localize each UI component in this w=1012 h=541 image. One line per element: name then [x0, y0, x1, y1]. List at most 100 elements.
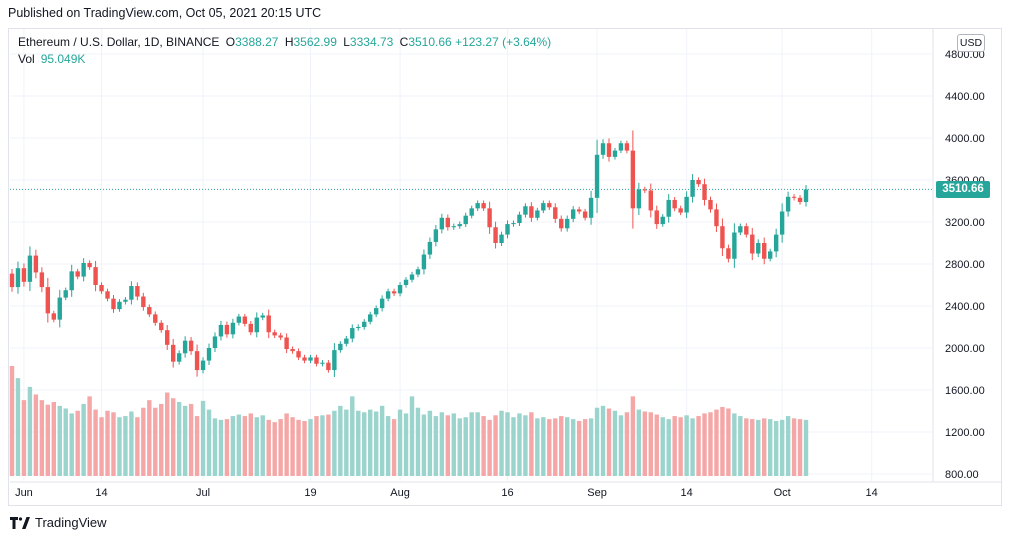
candle-up: [475, 203, 480, 209]
candle-down: [284, 337, 289, 350]
volume-bar: [535, 418, 540, 476]
candle-down: [153, 314, 158, 323]
volume-bar: [642, 411, 648, 476]
time-tick-label: 14: [680, 487, 692, 499]
time-tick-label: 14: [95, 487, 107, 499]
volume-bar: [475, 412, 480, 476]
candle-up: [230, 322, 236, 335]
time-axis: Jun 14 Jul 19 Aug 16 Sep 14 Oct 14: [15, 487, 878, 499]
candle-down: [165, 330, 170, 345]
volume-bar: [517, 413, 522, 476]
volume-bar: [767, 419, 773, 476]
volume-bar: [684, 415, 689, 476]
volume-bar: [409, 396, 415, 476]
volume-bar: [773, 421, 779, 476]
candle-down: [654, 210, 659, 225]
volume-bar: [272, 422, 277, 476]
volume-bar: [547, 419, 552, 476]
price-tick-label: 2400.00: [945, 301, 985, 313]
candle-up: [176, 353, 182, 362]
volume-bar: [666, 419, 671, 476]
candle-up: [499, 234, 504, 243]
volume-bar: [302, 421, 307, 476]
volume-bar: [505, 412, 510, 476]
volume-bar: [9, 366, 15, 476]
volume-value: 95.049K: [40, 52, 86, 66]
candle-down: [553, 207, 558, 219]
volume-bar: [421, 414, 427, 476]
volume-bar: [242, 416, 248, 476]
candle-up: [373, 308, 379, 315]
volume-bar: [600, 405, 606, 476]
volume-bar: [159, 403, 164, 476]
candle-down: [170, 344, 176, 362]
volume-bar: [445, 415, 451, 476]
price-tick-label: 1200.00: [945, 427, 985, 439]
volume-bar: [702, 413, 707, 476]
volume-bar: [654, 414, 659, 476]
volume-bar: [105, 410, 110, 476]
volume-bar: [153, 407, 158, 476]
candle-down: [194, 351, 200, 371]
candle-down: [326, 362, 331, 371]
candle-up: [594, 154, 600, 198]
volume-bar: [45, 404, 51, 476]
candle-down: [559, 218, 564, 229]
volume-bar: [356, 410, 361, 476]
candle-up: [362, 321, 367, 327]
candle-up: [756, 243, 761, 254]
candle-up: [415, 269, 421, 275]
volume-bar: [553, 418, 558, 476]
candle-up: [457, 224, 462, 227]
volume-bar: [726, 408, 731, 476]
candle-up: [684, 196, 689, 213]
candles: [9, 130, 809, 378]
volume-bar: [493, 415, 498, 476]
volume-bar: [129, 411, 134, 476]
price-tick-label: 4000.00: [945, 133, 985, 145]
candle-up: [182, 340, 188, 354]
candle-down: [708, 199, 713, 210]
tradingview-brand[interactable]: TradingView: [10, 515, 107, 530]
candle-down: [93, 267, 98, 285]
candle-down: [188, 340, 194, 352]
volume-bar: [176, 402, 182, 476]
volume-bar: [75, 410, 80, 476]
volume-bar: [63, 408, 68, 476]
volume-bar: [278, 419, 283, 476]
volume-bar: [403, 413, 409, 476]
volume-bar: [350, 396, 355, 476]
candle-up: [397, 285, 403, 294]
candle-up: [517, 214, 522, 224]
volume-bar: [529, 412, 534, 476]
candle-up: [350, 328, 355, 339]
candle-up: [767, 251, 773, 259]
candle-down: [105, 291, 110, 299]
volume-bar: [779, 419, 785, 476]
candle-up: [320, 362, 325, 364]
volume-bar: [230, 416, 236, 476]
low-label: L: [343, 35, 350, 49]
currency-button[interactable]: USD: [957, 34, 985, 52]
volume-bar: [21, 400, 27, 476]
volume-bar: [606, 408, 612, 476]
volume-bar: [463, 417, 468, 476]
candle-down: [302, 357, 307, 361]
candle-up: [612, 150, 618, 157]
candle-down: [45, 287, 51, 314]
volume-bar: [200, 400, 206, 476]
high-label: H: [284, 35, 294, 49]
time-tick-label: Oct: [774, 487, 791, 499]
volume-bar: [27, 386, 33, 476]
time-tick-label: Jun: [15, 487, 33, 499]
candle-up: [773, 234, 779, 252]
candle-up: [666, 199, 671, 217]
candle-down: [797, 197, 803, 203]
change-value: +123.27 (+3.64%): [455, 35, 552, 49]
candle-up: [785, 196, 791, 212]
candle-up: [212, 336, 218, 348]
candle-down: [87, 262, 92, 268]
candle-up: [588, 197, 594, 218]
volume-bar: [218, 419, 224, 476]
